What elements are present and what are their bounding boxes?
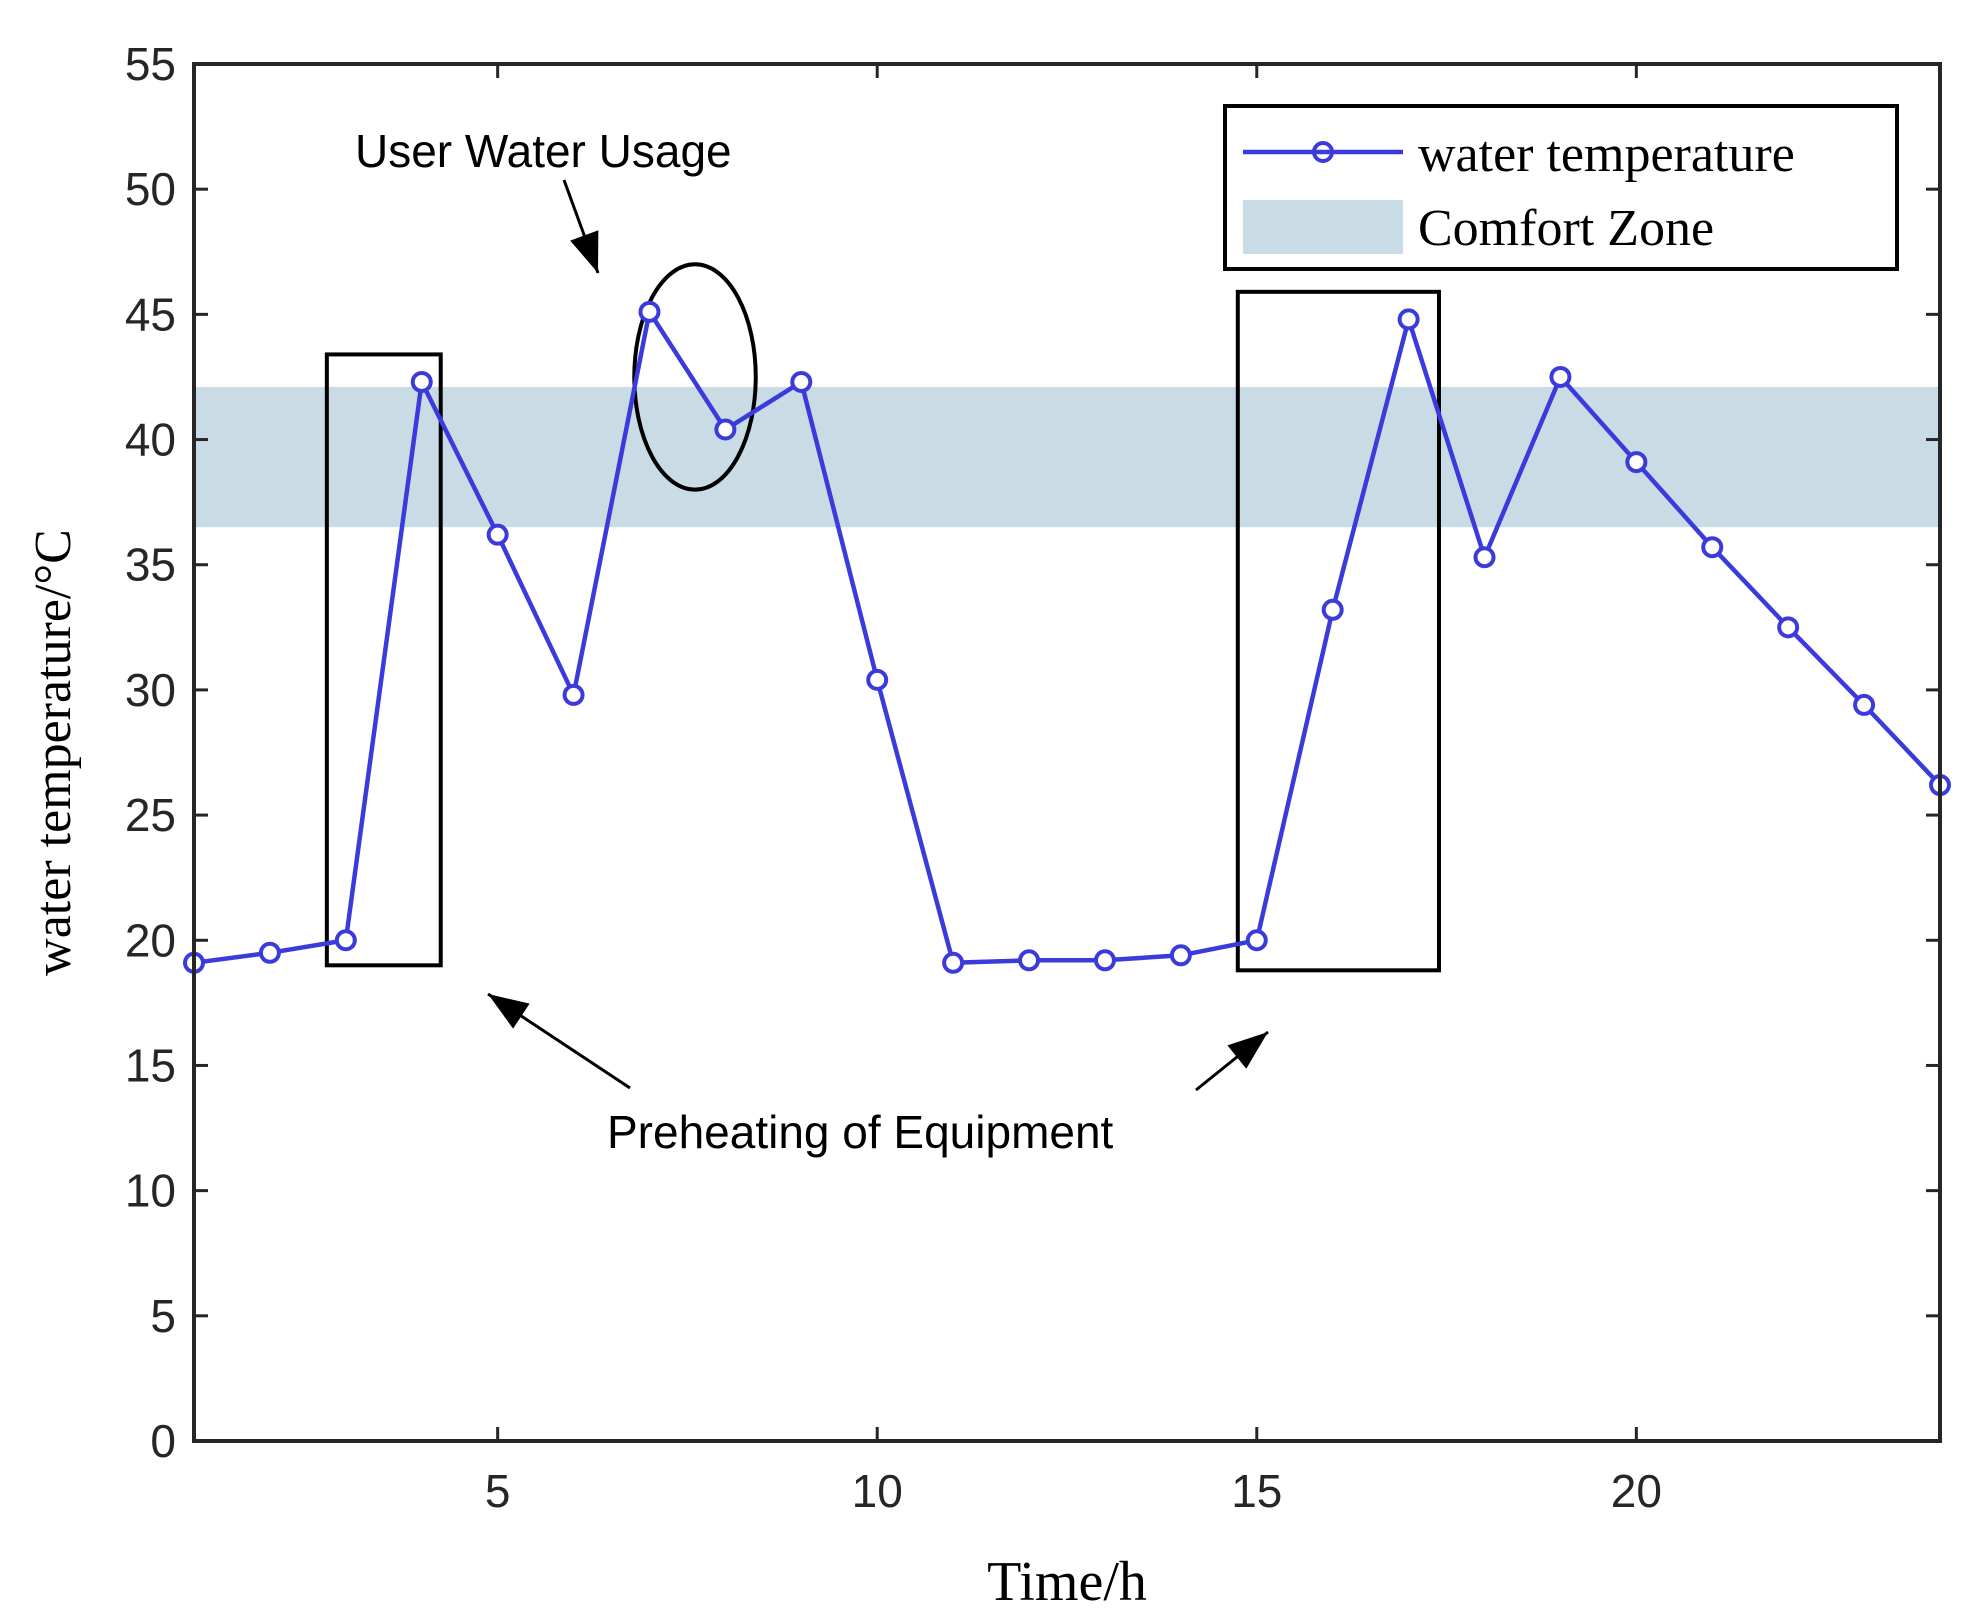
legend-entry-comfort-zone: Comfort Zone — [1418, 200, 1714, 257]
y-tick-label: 10 — [125, 1165, 176, 1217]
data-point — [790, 370, 813, 393]
arrow-head — [488, 994, 530, 1029]
x-tick-label: 20 — [1611, 1465, 1662, 1517]
data-point — [1321, 598, 1344, 621]
data-point — [1169, 944, 1192, 967]
data-point — [1701, 536, 1724, 559]
data-point — [1245, 929, 1268, 952]
y-tick-label: 40 — [125, 414, 176, 466]
y-tick-label: 25 — [125, 789, 176, 841]
y-tick-label: 0 — [150, 1415, 176, 1467]
legend-comfort-zone-swatch — [1243, 200, 1403, 254]
arrow-head — [570, 230, 599, 273]
annotation-user-water-usage: User Water Usage — [355, 125, 732, 177]
data-point — [410, 370, 433, 393]
y-tick-label: 20 — [125, 914, 176, 966]
data-point — [1473, 546, 1496, 569]
arrow-head — [1227, 1032, 1268, 1069]
annotation-preheating: Preheating of Equipment — [607, 1106, 1114, 1158]
data-point — [258, 941, 281, 964]
legend-entry-water-temperature: water temperature — [1418, 126, 1795, 183]
y-tick-label: 30 — [125, 664, 176, 716]
data-point — [1018, 949, 1041, 972]
data-point — [1853, 693, 1876, 716]
annotation-rect-1 — [324, 352, 443, 968]
y-tick-label: 55 — [125, 38, 176, 90]
data-point — [1625, 451, 1648, 474]
data-point — [1549, 365, 1572, 388]
data-point — [1777, 616, 1800, 639]
data-point — [486, 523, 509, 546]
legend: water temperature Comfort Zone — [1223, 104, 1899, 271]
x-tick-label: 10 — [852, 1465, 903, 1517]
x-tick-label: 5 — [485, 1465, 511, 1517]
y-tick-label: 45 — [125, 288, 176, 340]
y-axis-label: water temperature/°C — [25, 529, 82, 976]
data-point — [866, 668, 889, 691]
comfort-zone-band — [194, 386, 1940, 528]
annotation-rect-2 — [1235, 289, 1441, 973]
axes-box — [192, 62, 1942, 1443]
data-point — [942, 951, 965, 974]
data-point — [562, 683, 585, 706]
data-point — [1397, 308, 1420, 331]
data-point — [1093, 949, 1116, 972]
data-point — [334, 929, 357, 952]
y-tick-label: 15 — [125, 1039, 176, 1091]
data-point — [714, 418, 737, 441]
legend-marker-swatch — [1312, 141, 1334, 163]
data-point — [638, 300, 661, 323]
y-tick-label: 35 — [125, 539, 176, 591]
x-axis-label: Time/h — [987, 1551, 1147, 1613]
water-temperature-line — [193, 309, 1942, 966]
data-markers — [183, 300, 1951, 974]
x-tick-label: 15 — [1231, 1465, 1282, 1517]
y-tick-label: 5 — [150, 1290, 176, 1342]
y-tick-label: 50 — [125, 163, 176, 215]
annotation-arrows — [487, 179, 1269, 1092]
